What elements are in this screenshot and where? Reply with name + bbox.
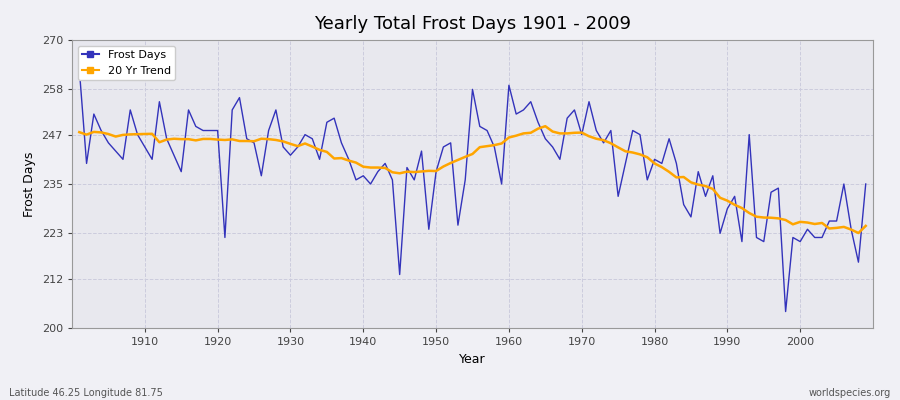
Text: Latitude 46.25 Longitude 81.75: Latitude 46.25 Longitude 81.75 xyxy=(9,388,163,398)
Y-axis label: Frost Days: Frost Days xyxy=(23,151,36,217)
Text: worldspecies.org: worldspecies.org xyxy=(809,388,891,398)
Legend: Frost Days, 20 Yr Trend: Frost Days, 20 Yr Trend xyxy=(77,46,176,80)
Title: Yearly Total Frost Days 1901 - 2009: Yearly Total Frost Days 1901 - 2009 xyxy=(314,15,631,33)
X-axis label: Year: Year xyxy=(459,352,486,366)
